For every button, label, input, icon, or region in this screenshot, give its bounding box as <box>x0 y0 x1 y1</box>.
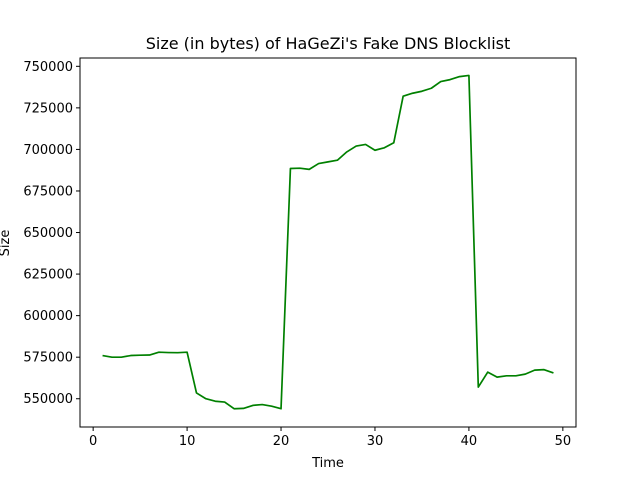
y-axis-label: Size <box>0 230 13 257</box>
y-tick-label: 700000 <box>23 143 73 158</box>
x-tick-label: 10 <box>179 434 196 449</box>
series-layer <box>102 74 554 410</box>
x-tick-label: 20 <box>273 434 290 449</box>
y-tick-label: 750000 <box>23 60 73 75</box>
x-tick-label: 30 <box>367 434 384 449</box>
y-axis-ticks: 550000 575000 600000 625000 650000 675000 7000… <box>23 60 80 407</box>
x-axis-label: Time <box>311 456 344 471</box>
plot-area-frame <box>79 57 577 428</box>
y-tick-label: 675000 <box>23 184 73 199</box>
chart-title: Size (in bytes) of HaGeZi's Fake DNS Blo… <box>146 34 511 53</box>
y-tick-label: 600000 <box>23 309 73 324</box>
y-tick-label: 650000 <box>23 226 73 241</box>
y-tick-label: 625000 <box>23 268 73 283</box>
x-tick-label: 50 <box>555 434 572 449</box>
x-tick-label: 0 <box>89 434 97 449</box>
x-tick-label: 40 <box>461 434 478 449</box>
y-tick-label: 575000 <box>23 351 73 366</box>
y-tick-label: 725000 <box>23 101 73 116</box>
y-tick-label: 550000 <box>23 392 73 407</box>
series-line <box>102 74 554 410</box>
x-axis-ticks: 0 10 20 30 40 50 <box>89 427 571 449</box>
